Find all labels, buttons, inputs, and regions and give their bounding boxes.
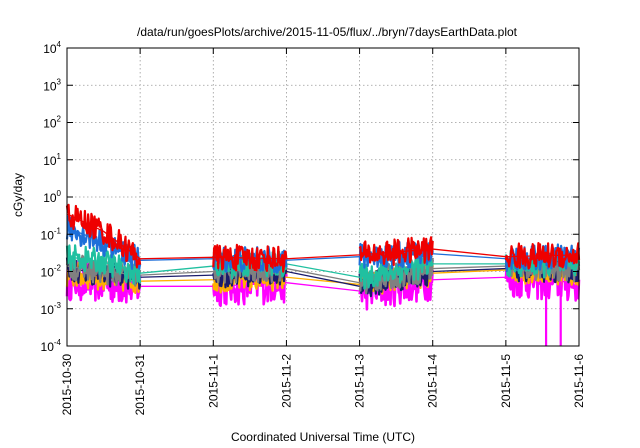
grid (67, 48, 579, 346)
x-tick-label: 2015-11-2 (279, 354, 293, 408)
x-tick-label: 2015-11-5 (499, 354, 513, 408)
series-band (358, 252, 434, 290)
y-tick-label: 10-4 (41, 338, 62, 354)
y-tick-label: 103 (43, 77, 61, 93)
x-tick-label: 2015-10-30 (60, 354, 74, 416)
series-line (66, 213, 580, 260)
chart-title: /data/run/goesPlots/archive/2015-11-05/f… (137, 25, 518, 39)
x-tick-label: 2015-10-31 (133, 354, 147, 416)
series-band (358, 236, 434, 267)
x-tick-label: 2015-11-6 (572, 354, 586, 408)
series-band (504, 242, 581, 270)
series-band (65, 203, 142, 269)
y-tick-label: 10-1 (41, 226, 62, 242)
y-tick-label: 10-3 (41, 301, 62, 317)
x-tick-label: 2015-11-1 (206, 354, 220, 408)
ticks: 2015-10-30 2015-10-31 2015-11-1 2015-11-2 20… (41, 40, 586, 415)
y-axis-label: cGy/day (11, 173, 25, 217)
y-tick-label: 10-2 (41, 264, 62, 280)
series-band (212, 243, 288, 273)
series-band (65, 253, 142, 287)
y-tick-label: 101 (43, 152, 61, 168)
series-band (212, 258, 288, 289)
y-tick-label: 102 (43, 115, 61, 131)
x-tick-label: 2015-11-4 (426, 354, 440, 408)
series-line (66, 227, 580, 261)
y-tick-label: 100 (43, 189, 61, 205)
data-layer (65, 203, 581, 346)
x-tick-label: 2015-11-3 (353, 354, 367, 408)
y-tick-label: 104 (43, 40, 61, 56)
x-axis-label: Coordinated Universal Time (UTC) (231, 430, 415, 444)
